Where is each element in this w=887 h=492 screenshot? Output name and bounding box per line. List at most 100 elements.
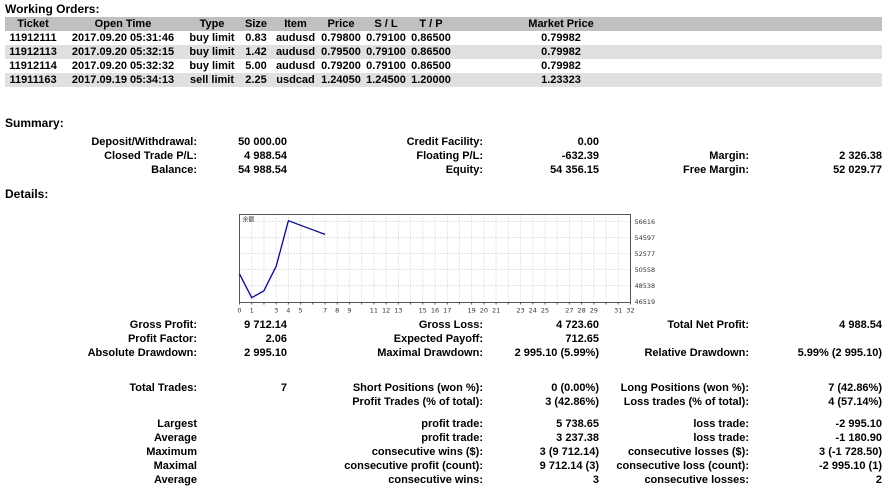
x-tick-label: 8 — [335, 307, 339, 315]
trade-stat-value: 4 (57.14%) — [828, 396, 882, 408]
summary-value — [749, 135, 882, 149]
plot-border — [239, 214, 631, 303]
x-tick-label: 13 — [394, 307, 402, 315]
order-cell-item: audusd — [275, 60, 316, 72]
trade-stat-value: 3 (42.86%) — [545, 396, 599, 408]
trade-stat-value: 3 — [592, 474, 599, 486]
order-cell-s-l: 0.79100 — [366, 60, 406, 72]
order-cell-open-time: 2017.09.20 05:32:32 — [71, 60, 175, 72]
trade-stat-value: -2 995.10 — [835, 418, 882, 430]
y-tick-label: 46519 — [635, 298, 656, 306]
summary-block: Deposit/Withdrawal: 50 000.00 Credit Facil… — [5, 135, 882, 177]
chart-corner-label: 余额 — [243, 216, 255, 224]
order-cell-item: audusd — [273, 45, 318, 59]
summary-value: -632.39 — [561, 150, 599, 162]
result-row: Gross Profit: 9 712.14 Gross Loss: 4 723.60… — [5, 318, 882, 332]
y-tick-label: 56616 — [635, 218, 656, 226]
order-cell-filler — [668, 31, 882, 45]
working-orders-title: Working Orders: — [5, 2, 100, 16]
trade-stat-value — [197, 395, 287, 409]
results-summary-block: Gross Profit: 9 712.14 Gross Loss: 4 723.60… — [5, 318, 882, 360]
column-header-open-time: Open Time — [61, 17, 185, 31]
order-cell-size: 2.25 — [239, 73, 273, 87]
x-tick-label: 21 — [492, 307, 500, 315]
trade-stat-row: Maximal consecutive profit (count): 9 712.… — [5, 459, 882, 473]
order-cell-type: buy limit — [189, 60, 235, 72]
trade-stat-label: Maximum — [146, 446, 197, 458]
order-cell-open-time: 2017.09.20 05:31:46 — [71, 32, 175, 44]
trade-stat-label: Maximal — [153, 460, 197, 472]
column-header-type: Type — [185, 17, 239, 31]
y-tick-label: 52577 — [635, 250, 656, 258]
trade-stat-value: 7 — [280, 382, 287, 394]
order-row: 11912114 2017.09.20 05:32:32 buy limit 5.00… — [5, 59, 882, 73]
x-tick-label: 28 — [577, 307, 585, 315]
result-label: Absolute Drawdown: — [87, 347, 197, 359]
y-tick-label: 48538 — [635, 282, 656, 290]
trade-stat-value — [197, 473, 287, 487]
result-label: Profit Factor: — [127, 333, 197, 345]
summary-title: Summary: — [5, 116, 64, 130]
order-cell-filler — [668, 59, 882, 73]
trade-stat-label: consecutive wins ($): — [371, 446, 483, 458]
order-cell-market-price: 0.79982 — [454, 45, 668, 59]
summary-value: 0.00 — [577, 136, 599, 148]
order-cell-t-p: 0.86500 — [408, 45, 454, 59]
trade-stat-label: Average — [153, 432, 197, 444]
trade-stat-label: profit trade: — [421, 418, 483, 430]
summary-label — [599, 135, 749, 149]
result-label: Gross Profit: — [129, 319, 197, 331]
order-cell-size: 1.42 — [239, 45, 273, 59]
summary-value: 52 029.77 — [833, 164, 882, 176]
result-label: Gross Loss: — [418, 319, 483, 331]
summary-value: 2 326.38 — [839, 150, 882, 162]
x-tick-label: 25 — [541, 307, 549, 315]
order-row: 11911163 2017.09.19 05:34:13 sell limit 2.2… — [5, 73, 882, 87]
order-cell-filler — [668, 73, 882, 87]
trade-stat-label: profit trade: — [421, 432, 483, 444]
order-cell-ticket: 11912111 — [9, 32, 57, 44]
x-tick-label: 5 — [299, 307, 303, 315]
summary-row: Balance: 54 988.54 Equity: 54 356.15 Free Ma… — [5, 163, 882, 177]
summary-row: Closed Trade P/L: 4 988.54 Floating P/L: -6… — [5, 149, 882, 163]
x-tick-label: 15 — [419, 307, 427, 315]
trade-stat-value — [197, 431, 287, 445]
order-cell-market-price: 0.79982 — [541, 60, 581, 72]
result-label — [599, 332, 749, 346]
summary-label: Deposit/Withdrawal: — [91, 136, 197, 148]
x-tick-label: 32 — [626, 307, 634, 315]
trade-stat-value — [197, 445, 287, 459]
trade-stat-label: Largest — [157, 418, 197, 430]
summary-value: 50 000.00 — [238, 136, 287, 148]
column-header-t-p: T / P — [408, 17, 454, 31]
x-tick-label: 11 — [370, 307, 378, 315]
result-label: Expected Payoff: — [393, 333, 483, 345]
order-row: 11912113 2017.09.20 05:32:15 buy limit 1.42… — [5, 45, 882, 59]
summary-row: Deposit/Withdrawal: 50 000.00 Credit Facil… — [5, 135, 882, 149]
order-cell-item: audusd — [275, 32, 316, 44]
order-cell-market-price: 1.23323 — [454, 73, 668, 87]
trade-stat-row: Total Trades: 7 Short Positions (won %): 0 … — [5, 381, 882, 395]
summary-label: Equity: — [445, 164, 483, 176]
result-value — [749, 332, 882, 346]
summary-label: Closed Trade P/L: — [104, 150, 197, 162]
order-cell-price: 0.79500 — [318, 45, 364, 59]
x-tick-label: 0 — [237, 307, 241, 315]
order-cell-price: 0.79200 — [321, 60, 361, 72]
order-cell-open-time: 2017.09.20 05:32:15 — [61, 45, 185, 59]
order-cell-t-p: 0.86500 — [411, 32, 451, 44]
trade-stat-label: consecutive losses ($): — [627, 446, 749, 458]
column-header-ticket: Ticket — [5, 17, 61, 31]
column-header-size: Size — [239, 17, 273, 31]
result-value: 5.99% (2 995.10) — [797, 347, 882, 359]
column-header-filler — [668, 17, 882, 31]
summary-label: Margin: — [709, 150, 749, 162]
trade-stat-label: consecutive losses: — [644, 474, 749, 486]
trade-stat-row: Average profit trade: 3 237.38 loss trade: -… — [5, 431, 882, 445]
trade-stat-row: Profit Trades (% of total): 3 (42.86%) Los… — [5, 395, 882, 409]
summary-label: Free Margin: — [682, 164, 749, 176]
order-cell-t-p: 0.86500 — [411, 60, 451, 72]
